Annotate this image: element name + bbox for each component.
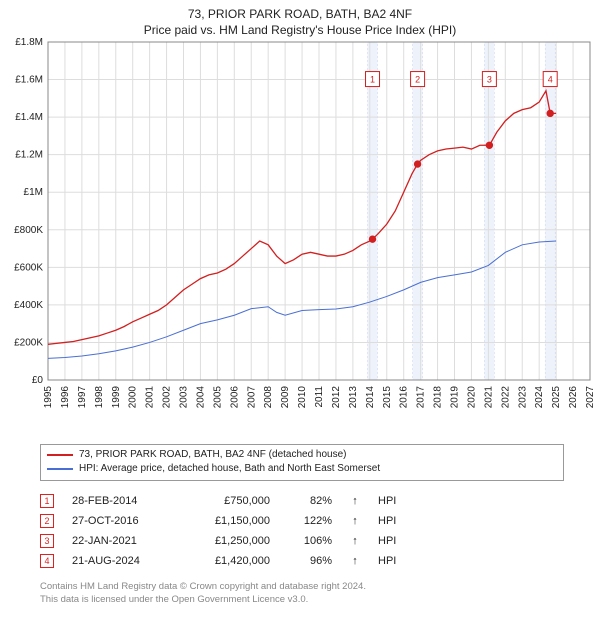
svg-text:1996: 1996 <box>60 386 71 409</box>
legend-label-1: 73, PRIOR PARK ROAD, BATH, BA2 4NF (deta… <box>79 448 347 462</box>
arrow-up-icon: ↑ <box>350 551 360 571</box>
svg-text:2007: 2007 <box>246 386 257 409</box>
svg-text:£600K: £600K <box>14 263 43 274</box>
transaction-row: 1 28-FEB-2014 £750,000 82% ↑ HPI <box>40 491 564 511</box>
svg-text:2027: 2027 <box>585 386 596 409</box>
tx-marker-icon: 1 <box>40 494 54 508</box>
svg-text:1: 1 <box>370 75 375 85</box>
tx-hpi-label: HPI <box>378 491 408 511</box>
svg-text:£1.4M: £1.4M <box>15 112 43 123</box>
arrow-up-icon: ↑ <box>350 511 360 531</box>
svg-text:£1.6M: £1.6M <box>15 75 43 86</box>
arrow-up-icon: ↑ <box>350 531 360 551</box>
svg-text:£1.8M: £1.8M <box>15 38 43 48</box>
svg-text:2010: 2010 <box>297 386 308 409</box>
tx-price: £1,250,000 <box>190 531 270 551</box>
tx-marker-icon: 3 <box>40 534 54 548</box>
svg-text:2011: 2011 <box>314 386 325 408</box>
chart-container: { "title_line1": "73, PRIOR PARK ROAD, B… <box>0 0 600 620</box>
svg-text:2009: 2009 <box>280 386 291 409</box>
chart-plot: £0 £200K £400K £600K £800K £1M £1.2M £1.4M £1.6M… <box>0 38 600 438</box>
svg-text:2019: 2019 <box>450 386 461 409</box>
svg-text:2000: 2000 <box>128 386 139 409</box>
svg-text:2020: 2020 <box>466 386 477 409</box>
chart-svg: £0 £200K £400K £600K £800K £1M £1.2M £1.4M £1.6M… <box>0 38 600 438</box>
svg-text:£800K: £800K <box>14 225 43 236</box>
svg-text:2023: 2023 <box>517 386 528 409</box>
tx-date: 22-JAN-2021 <box>72 531 172 551</box>
tx-date: 27-OCT-2016 <box>72 511 172 531</box>
svg-text:2026: 2026 <box>568 386 579 409</box>
license-text: Contains HM Land Registry data © Crown c… <box>40 581 564 607</box>
tx-hpi-label: HPI <box>378 511 408 531</box>
svg-text:2022: 2022 <box>500 386 511 409</box>
svg-text:2014: 2014 <box>365 386 376 409</box>
tx-price: £1,420,000 <box>190 551 270 571</box>
svg-text:2002: 2002 <box>162 386 173 409</box>
legend: 73, PRIOR PARK ROAD, BATH, BA2 4NF (deta… <box>40 444 564 481</box>
svg-text:2017: 2017 <box>416 386 427 409</box>
title-line-1: 73, PRIOR PARK ROAD, BATH, BA2 4NF <box>0 6 600 22</box>
svg-text:£1.2M: £1.2M <box>15 150 43 161</box>
tx-hpi-label: HPI <box>378 531 408 551</box>
svg-text:2: 2 <box>415 75 420 85</box>
svg-text:2001: 2001 <box>145 386 156 409</box>
svg-text:£0: £0 <box>32 375 44 386</box>
tx-price: £1,150,000 <box>190 511 270 531</box>
transaction-row: 3 22-JAN-2021 £1,250,000 106% ↑ HPI <box>40 531 564 551</box>
license-line-1: Contains HM Land Registry data © Crown c… <box>40 581 564 594</box>
svg-text:2004: 2004 <box>195 386 206 409</box>
svg-text:4: 4 <box>548 75 553 85</box>
svg-text:2025: 2025 <box>551 386 562 409</box>
tx-date: 28-FEB-2014 <box>72 491 172 511</box>
license-line-2: This data is licensed under the Open Gov… <box>40 594 564 607</box>
svg-text:1995: 1995 <box>43 386 54 409</box>
arrow-up-icon: ↑ <box>350 491 360 511</box>
tx-pct: 106% <box>288 531 332 551</box>
svg-text:2021: 2021 <box>483 386 494 409</box>
tx-date: 21-AUG-2024 <box>72 551 172 571</box>
transaction-row: 4 21-AUG-2024 £1,420,000 96% ↑ HPI <box>40 551 564 571</box>
transaction-table: 1 28-FEB-2014 £750,000 82% ↑ HPI 2 27-OCT-2016 £… <box>40 491 564 571</box>
tx-pct: 96% <box>288 551 332 571</box>
svg-text:1997: 1997 <box>77 386 88 409</box>
chart-title: 73, PRIOR PARK ROAD, BATH, BA2 4NF Price… <box>0 0 600 38</box>
svg-text:2006: 2006 <box>229 386 240 409</box>
svg-text:2024: 2024 <box>534 386 545 409</box>
tx-marker-icon: 4 <box>40 554 54 568</box>
svg-text:2013: 2013 <box>348 386 359 409</box>
svg-text:3: 3 <box>487 75 492 85</box>
svg-text:2003: 2003 <box>179 386 190 409</box>
svg-text:£400K: £400K <box>14 300 43 311</box>
svg-text:2008: 2008 <box>263 386 274 409</box>
legend-swatch-1 <box>47 454 73 456</box>
svg-text:1999: 1999 <box>111 386 122 409</box>
svg-text:2015: 2015 <box>382 386 393 409</box>
svg-text:2016: 2016 <box>399 386 410 409</box>
legend-row-2: HPI: Average price, detached house, Bath… <box>47 462 557 476</box>
tx-pct: 82% <box>288 491 332 511</box>
title-line-2: Price paid vs. HM Land Registry's House … <box>0 22 600 38</box>
tx-pct: 122% <box>288 511 332 531</box>
svg-text:2012: 2012 <box>331 386 342 409</box>
legend-swatch-2 <box>47 468 73 470</box>
svg-text:2018: 2018 <box>433 386 444 409</box>
svg-text:£1M: £1M <box>24 188 43 199</box>
legend-label-2: HPI: Average price, detached house, Bath… <box>79 462 380 476</box>
transaction-row: 2 27-OCT-2016 £1,150,000 122% ↑ HPI <box>40 511 564 531</box>
svg-text:£200K: £200K <box>14 338 43 349</box>
tx-price: £750,000 <box>190 491 270 511</box>
svg-text:2005: 2005 <box>212 386 223 409</box>
legend-row-1: 73, PRIOR PARK ROAD, BATH, BA2 4NF (deta… <box>47 448 557 462</box>
svg-text:1998: 1998 <box>94 386 105 409</box>
tx-marker-icon: 2 <box>40 514 54 528</box>
tx-hpi-label: HPI <box>378 551 408 571</box>
